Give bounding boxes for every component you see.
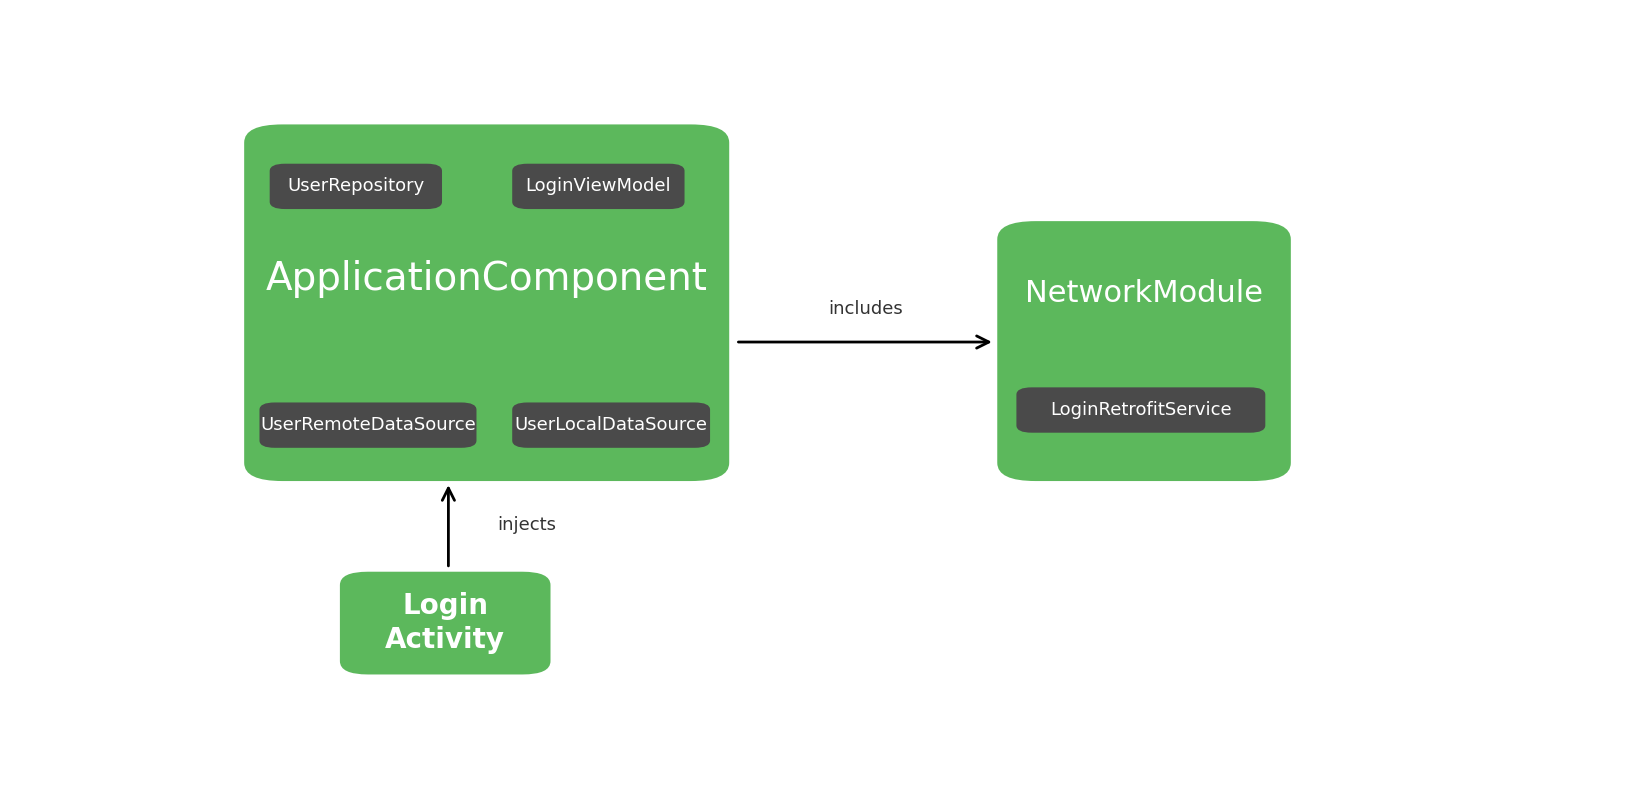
FancyBboxPatch shape	[996, 221, 1291, 481]
Text: ApplicationComponent: ApplicationComponent	[265, 260, 708, 298]
Text: NetworkModule: NetworkModule	[1024, 279, 1263, 309]
Text: Login
Activity: Login Activity	[385, 592, 506, 655]
FancyBboxPatch shape	[270, 164, 441, 209]
Text: UserRemoteDataSource: UserRemoteDataSource	[260, 416, 476, 434]
Text: UserLocalDataSource: UserLocalDataSource	[514, 416, 708, 434]
Text: injects: injects	[497, 517, 557, 535]
FancyBboxPatch shape	[339, 571, 550, 674]
FancyBboxPatch shape	[1016, 387, 1265, 433]
FancyBboxPatch shape	[260, 403, 476, 447]
FancyBboxPatch shape	[512, 164, 685, 209]
Text: LoginViewModel: LoginViewModel	[525, 177, 672, 195]
Text: UserRepository: UserRepository	[287, 177, 425, 195]
FancyBboxPatch shape	[244, 125, 730, 481]
Text: includes: includes	[828, 300, 903, 318]
Text: LoginRetrofitService: LoginRetrofitService	[1051, 401, 1232, 419]
FancyBboxPatch shape	[512, 403, 710, 447]
